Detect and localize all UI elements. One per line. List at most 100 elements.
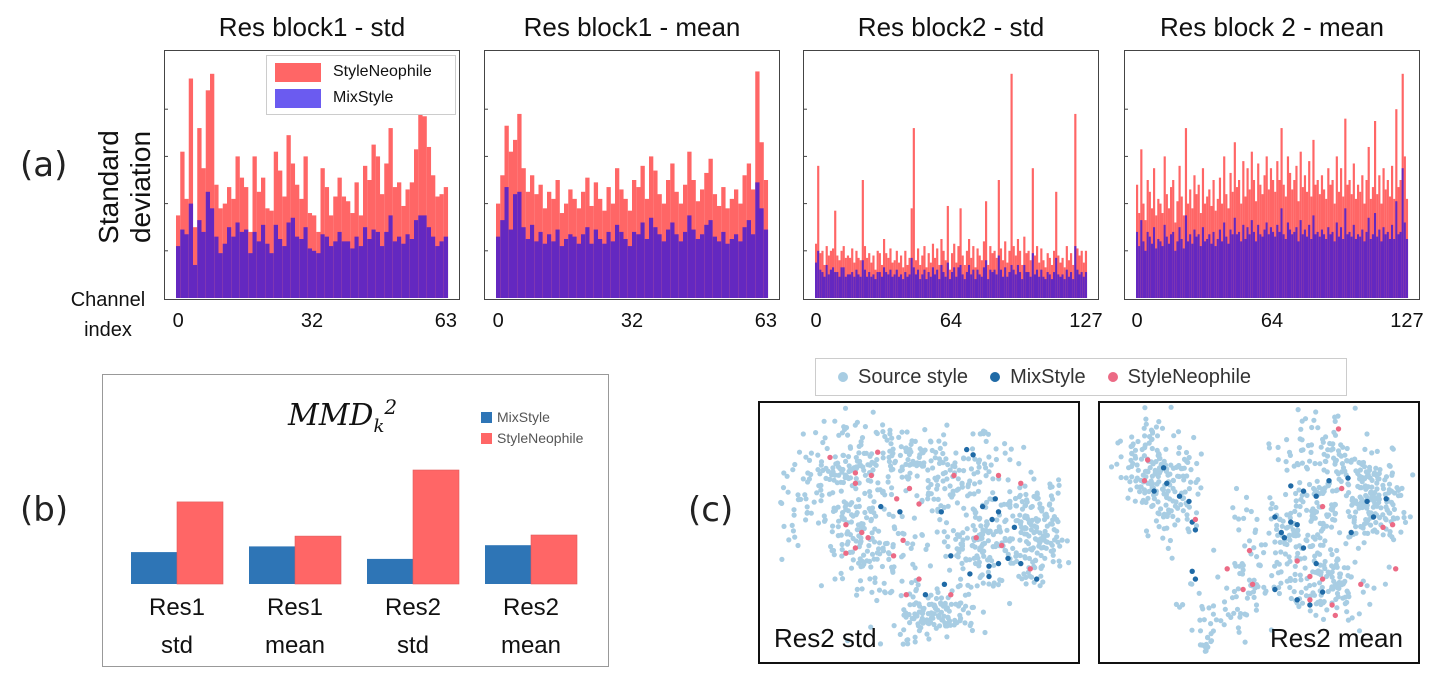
point-source-style (1311, 417, 1317, 423)
bar-mixstyle (999, 269, 1003, 298)
bar-styleneophile (286, 135, 291, 298)
point-source-style (1161, 491, 1167, 497)
bar-mixstyle (131, 552, 177, 584)
bar-mixstyle (1053, 272, 1056, 298)
point-source-style (962, 620, 968, 626)
chart-a2 (484, 50, 780, 300)
point-source-style (1019, 506, 1026, 512)
legend-item-styleneophile: StyleNeophile (275, 61, 432, 83)
point-source-style (867, 493, 873, 499)
point-source-style (1186, 486, 1192, 492)
point-source-style (1167, 537, 1173, 544)
point-source-style (899, 578, 905, 584)
point-source-style (864, 548, 870, 554)
point-source-style (792, 461, 798, 468)
bar-mixstyle (832, 267, 835, 298)
bar-mixstyle (1238, 231, 1241, 298)
bar-mixstyle (602, 243, 607, 298)
point-source-style (1357, 467, 1363, 473)
bar-mixstyle (1361, 229, 1364, 298)
bar-mixstyle (1057, 274, 1060, 298)
point-source-style (815, 520, 822, 526)
point-source-style (1290, 527, 1296, 533)
bar-mixstyle (439, 241, 444, 298)
point-source-style (832, 418, 838, 424)
point-source-style (1304, 492, 1310, 498)
point-source-style (821, 513, 827, 519)
x-tick-label: 64 (1260, 310, 1284, 332)
point-source-style (850, 535, 856, 542)
mmd-legend-styleneophile: StyleNeophile (481, 430, 583, 446)
point-source-style (1155, 499, 1161, 505)
point-source-style (1149, 503, 1155, 509)
point-source-style (976, 464, 982, 470)
point-source-style (1010, 545, 1016, 551)
point-source-style (1234, 606, 1241, 612)
point-source-style (1340, 595, 1346, 601)
point-source-style (1254, 554, 1260, 560)
tsne-scatter-res2-std (778, 405, 1072, 647)
point-source-style (1278, 549, 1284, 555)
point-source-style (1329, 507, 1335, 513)
bar-mixstyle (333, 241, 338, 298)
point-source-style (1233, 594, 1239, 600)
bar-mixstyle (184, 234, 189, 298)
point-source-style (1386, 564, 1392, 570)
point-source-style (804, 510, 810, 516)
bar-mixstyle (346, 241, 351, 298)
point-source-style (1005, 477, 1011, 483)
bar-mixstyle (1325, 239, 1328, 298)
bar-mixstyle (324, 236, 330, 298)
bar-mixstyle (1216, 239, 1219, 298)
point-source-style (803, 496, 809, 502)
point-source-style (1314, 500, 1320, 506)
point-source-style (1395, 493, 1402, 499)
bar-mixstyle (887, 274, 890, 298)
point-source-style (1031, 493, 1037, 500)
point-source-style (1143, 416, 1149, 422)
point-source-style (944, 422, 950, 428)
point-source-style (906, 475, 912, 481)
point-source-style (968, 584, 974, 590)
bar-styleneophile (959, 208, 962, 298)
bar-mixstyle (948, 279, 952, 298)
point-source-style (1284, 578, 1290, 584)
point-source-style (1248, 508, 1254, 515)
point-source-style (993, 456, 999, 463)
point-source-style (840, 452, 846, 458)
bar-mixstyle (1163, 224, 1166, 298)
point-source-style (1313, 409, 1319, 415)
point-source-style (982, 461, 988, 467)
bar-mixstyle (1040, 269, 1043, 298)
bar-mixstyle (530, 224, 535, 298)
bar-mixstyle (542, 243, 548, 298)
point-styleneophile (916, 576, 922, 582)
point-source-style (1273, 504, 1279, 511)
point-source-style (1334, 590, 1341, 597)
bar-mixstyle (1255, 241, 1258, 298)
point-source-style (993, 528, 999, 535)
bar-mixstyle (923, 269, 926, 298)
point-source-style (876, 528, 882, 534)
point-source-style (910, 594, 916, 600)
bar-mixstyle (1293, 231, 1296, 298)
point-source-style (1272, 563, 1278, 569)
point-source-style (874, 457, 880, 463)
point-mixstyle (970, 452, 976, 458)
bar-mixstyle (269, 253, 274, 298)
bar-styleneophile (861, 180, 864, 298)
panel-label-a: (a) (20, 145, 68, 185)
point-source-style (1327, 440, 1333, 447)
point-source-style (964, 535, 970, 541)
point-source-style (1291, 589, 1297, 595)
point-source-style (1050, 547, 1057, 553)
point-source-style (914, 493, 920, 499)
point-source-style (1302, 555, 1308, 561)
bar-mixstyle (1369, 239, 1372, 298)
bar-mixstyle (1384, 234, 1387, 298)
point-source-style (847, 549, 853, 555)
bar-mixstyle (312, 250, 317, 298)
point-source-style (844, 473, 850, 480)
point-source-style (937, 517, 943, 523)
point-source-style (1180, 508, 1186, 514)
